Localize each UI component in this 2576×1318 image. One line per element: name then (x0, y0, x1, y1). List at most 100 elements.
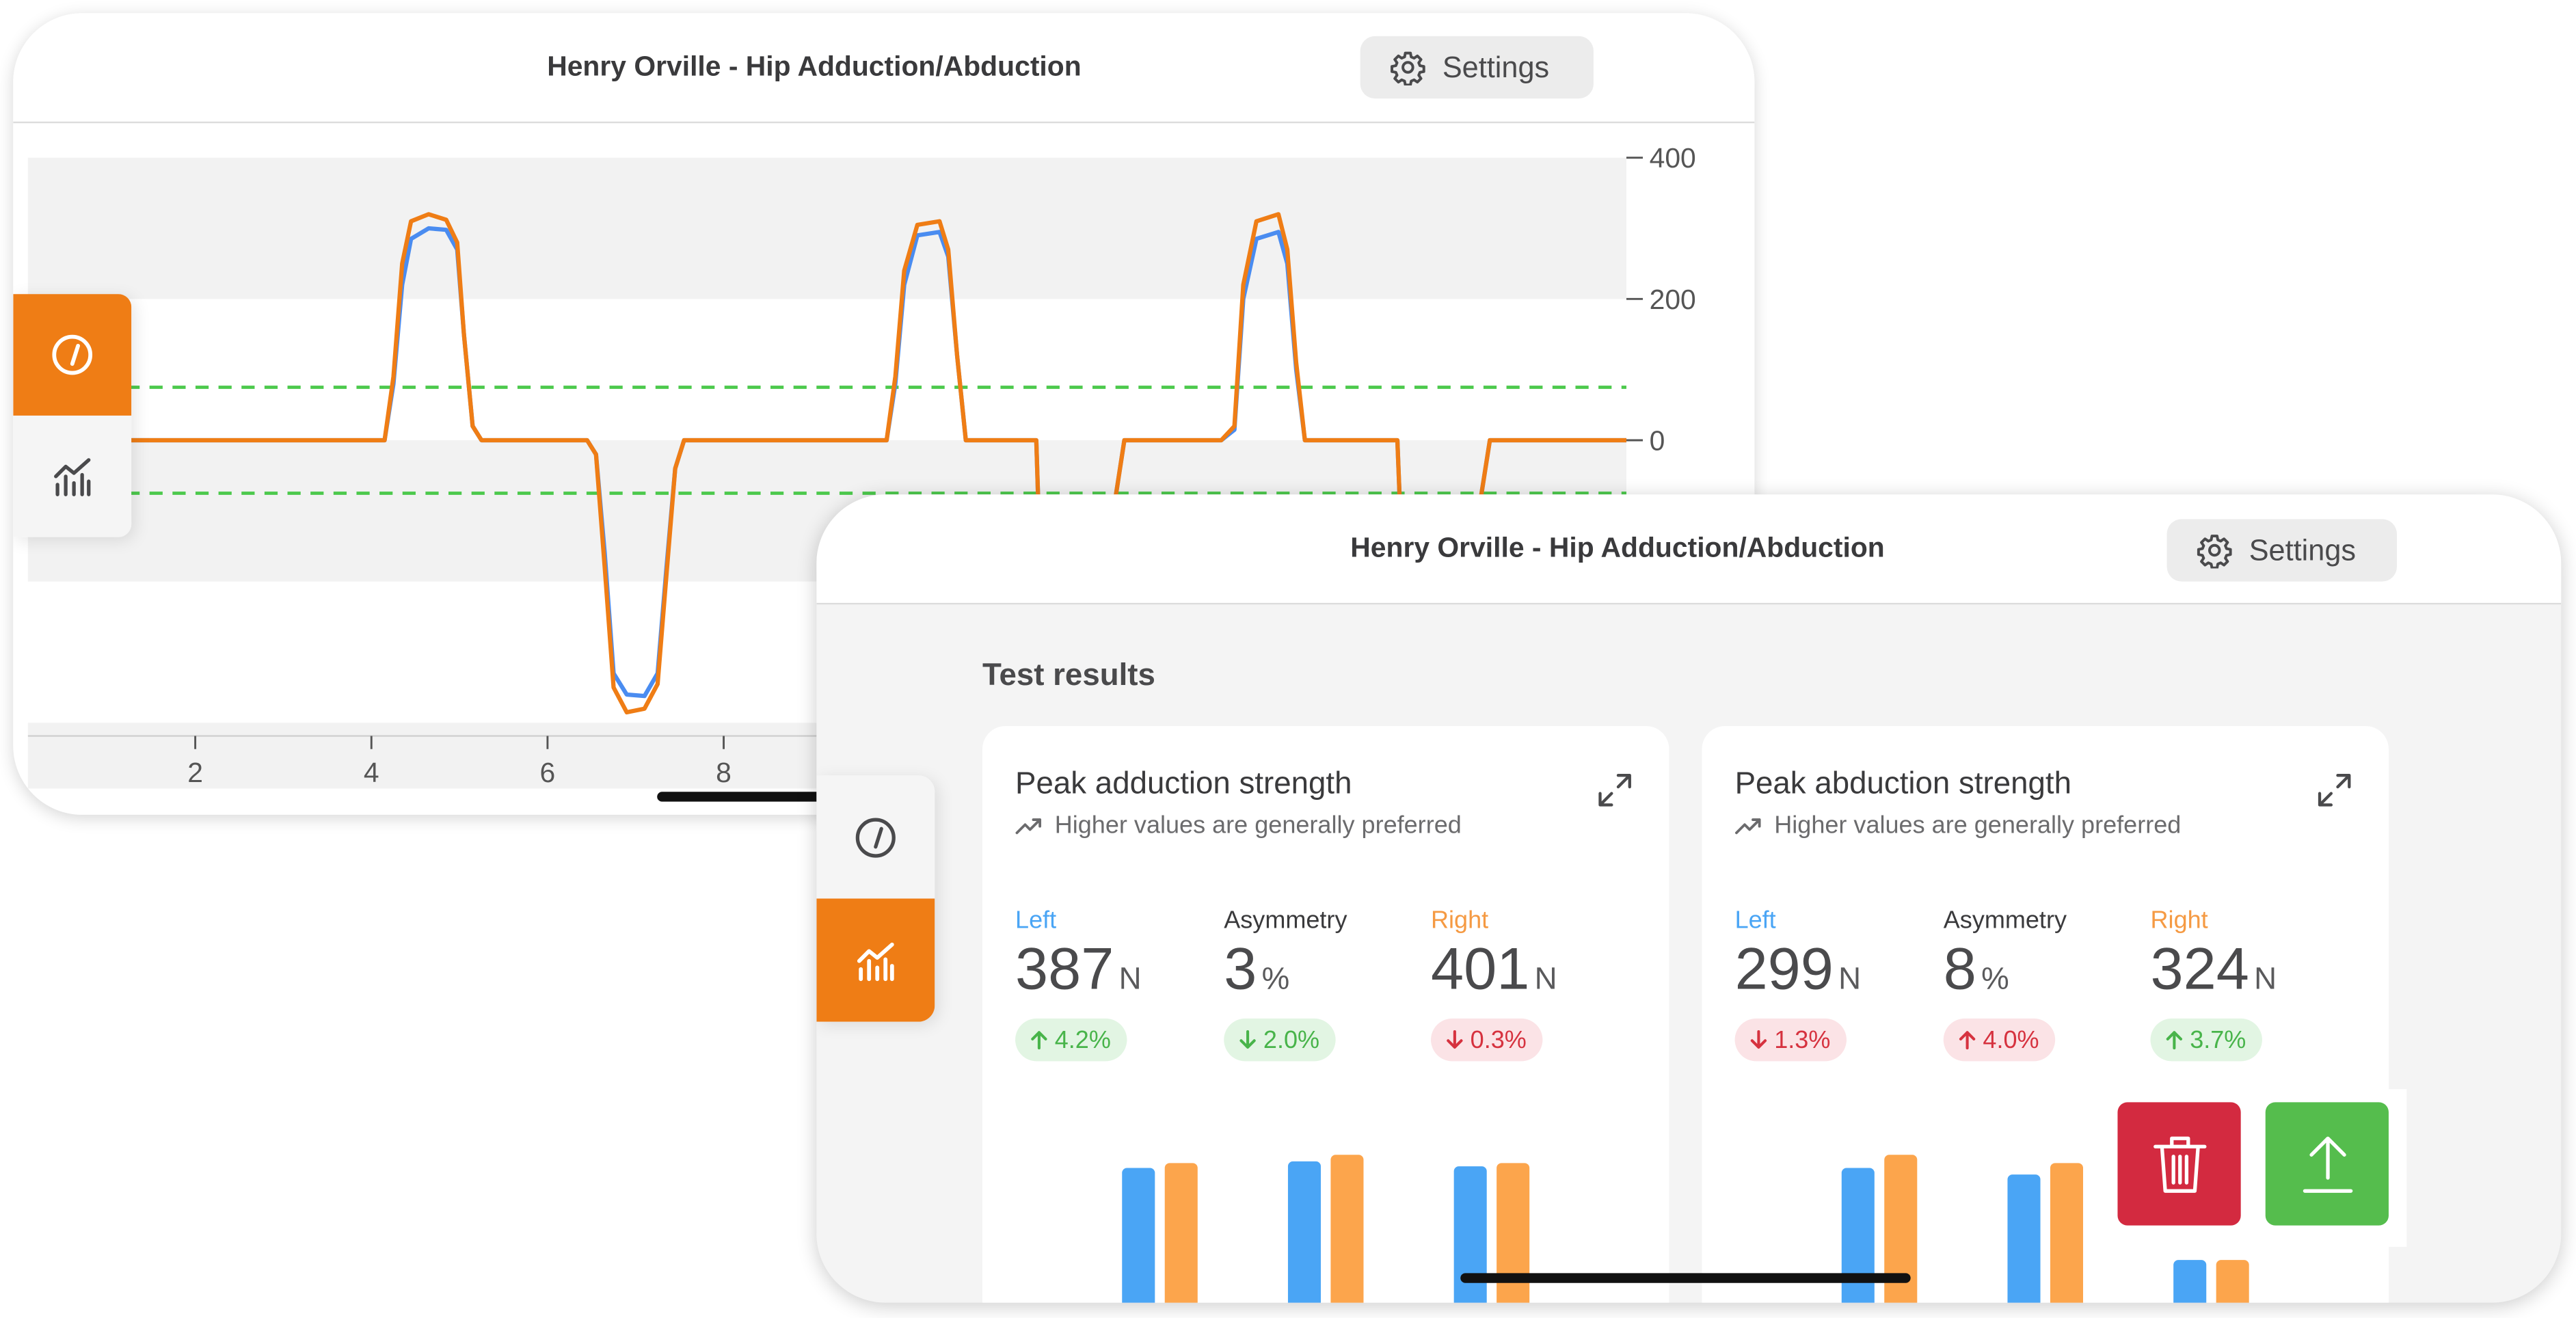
expand-icon[interactable] (2316, 772, 2352, 808)
metric-asymmetry: Asymmetry 3% 2.0% (1224, 906, 1347, 1062)
metric-unit: N (1118, 963, 1142, 997)
change-value: 2.0% (1263, 1025, 1320, 1054)
x-tick-label: 6 (540, 757, 556, 788)
metric-label: Left (1734, 906, 1776, 935)
metric-value: 8 (1943, 934, 1976, 1002)
metric-unit: % (1981, 963, 2009, 997)
metric-label: Asymmetry (1943, 906, 2067, 935)
metric-value: 3 (1224, 934, 1257, 1002)
chart-icon (54, 458, 91, 496)
metric-unit: N (2254, 963, 2277, 997)
gauge-view-button[interactable] (816, 775, 935, 899)
chart-view-button[interactable] (13, 415, 132, 537)
change-badge: 3.7% (2150, 1018, 2263, 1062)
card-title: Peak adduction strength (1015, 767, 1352, 802)
metric-label: Left (1015, 906, 1057, 935)
metric-value: 387 (1015, 934, 1114, 1002)
x-tick-label: 4 (364, 757, 379, 788)
gear-icon (2197, 535, 2232, 569)
metric-value: 401 (1431, 934, 1530, 1002)
gauge-icon (855, 817, 896, 857)
subtitle-text: Higher values are generally preferred (1774, 811, 2182, 839)
change-badge: 4.2% (1015, 1018, 1127, 1062)
bar (2216, 1260, 2249, 1303)
change-value: 0.3% (1470, 1025, 1527, 1054)
card-subtitle: Higher values are generally preferred (1735, 811, 2182, 839)
metric-unit: % (1261, 963, 1290, 997)
gauge-view-button[interactable] (13, 294, 132, 416)
arrow-up-icon (2166, 1031, 2183, 1050)
front-screen: Henry Orville - Hip Adduction/Abduction … (816, 494, 2562, 1303)
metric-label: Asymmetry (1224, 906, 1347, 935)
section-title: Test results (982, 658, 1155, 694)
upload-icon (2302, 1135, 2352, 1192)
arrow-down-icon (1447, 1030, 1463, 1049)
metric-left: Left 299 N 1.3% (1734, 906, 1861, 1062)
home-indicator[interactable] (1460, 1273, 1911, 1283)
bar (1841, 1168, 1875, 1303)
gear-icon (1391, 51, 1425, 85)
header: Henry Orville - Hip Adduction/Abduction … (816, 494, 2562, 605)
bar (1287, 1161, 1321, 1303)
trend-up-icon (1015, 817, 1042, 834)
settings-button[interactable]: Settings (2166, 519, 2397, 582)
change-value: 1.3% (1774, 1025, 1831, 1054)
page-title: Henry Orville - Hip Adduction/Abduction (547, 51, 1082, 83)
settings-label: Settings (2249, 533, 2357, 566)
arrow-down-icon (1239, 1030, 1256, 1049)
change-badge: 1.3% (1734, 1018, 1847, 1062)
y-tick-label: 200 (1650, 284, 1696, 315)
metric-left: Left 387 N 4.2% (1015, 906, 1142, 1062)
result-card-adduction: Peak adduction strength Higher values ar… (982, 726, 1669, 1303)
x-tick-label: 8 (716, 757, 732, 788)
subtitle-text: Higher values are generally preferred (1054, 811, 1462, 839)
bar (2173, 1260, 2207, 1303)
y-tick-label: 0 (1650, 425, 1665, 456)
bar (1884, 1155, 1918, 1303)
change-value: 3.7% (2190, 1025, 2246, 1054)
card-title: Peak abduction strength (1734, 767, 2071, 802)
bar (1497, 1163, 1530, 1303)
back-screen: Henry Orville - Hip Adduction/Abduction … (13, 13, 1755, 815)
bar (1122, 1168, 1155, 1303)
bar (2007, 1174, 2041, 1303)
metric-right: Right 324 N 3.7% (2150, 906, 2277, 1062)
metric-value: 299 (1734, 934, 1834, 1002)
view-switcher (13, 294, 132, 537)
bar (1330, 1155, 1364, 1303)
series-line (27, 212, 1626, 725)
change-badge: 4.0% (1943, 1018, 2056, 1062)
bar (2050, 1163, 2084, 1303)
card-subtitle: Higher values are generally preferred (1015, 811, 1462, 839)
grid-band (27, 157, 1626, 299)
arrow-up-icon (1959, 1031, 1976, 1050)
header: Henry Orville - Hip Adduction/Abduction … (13, 13, 1755, 124)
expand-icon[interactable] (1597, 772, 1633, 808)
chart-icon (857, 941, 894, 980)
gauge-icon (52, 334, 93, 375)
page-title: Henry Orville - Hip Adduction/Abduction (1350, 532, 1885, 564)
delete-button[interactable] (2117, 1102, 2241, 1226)
history-bar-chart (1841, 1155, 2249, 1303)
upload-button[interactable] (2265, 1102, 2389, 1226)
metric-value: 324 (2150, 934, 2249, 1002)
metric-label: Right (1431, 906, 1489, 935)
metric-unit: N (1534, 963, 1557, 997)
view-switcher (816, 775, 935, 1022)
chart-view-button[interactable] (816, 898, 935, 1022)
history-bar-chart (1122, 1155, 1530, 1303)
settings-label: Settings (1442, 50, 1550, 83)
metric-asymmetry: Asymmetry 8% 4.0% (1943, 906, 2067, 1062)
arrow-up-icon (1031, 1031, 1047, 1050)
action-bar (2101, 1089, 2407, 1247)
trash-icon (2152, 1135, 2206, 1192)
metric-right: Right 401 N 0.3% (1431, 906, 1557, 1062)
change-badge: 0.3% (1431, 1018, 1543, 1062)
change-badge: 2.0% (1224, 1018, 1337, 1062)
arrow-down-icon (1750, 1030, 1767, 1049)
metric-label: Right (2150, 906, 2208, 935)
bar (1164, 1163, 1198, 1303)
change-value: 4.0% (1983, 1025, 2039, 1054)
x-tick-label: 2 (187, 757, 203, 788)
settings-button[interactable]: Settings (1360, 36, 1594, 99)
